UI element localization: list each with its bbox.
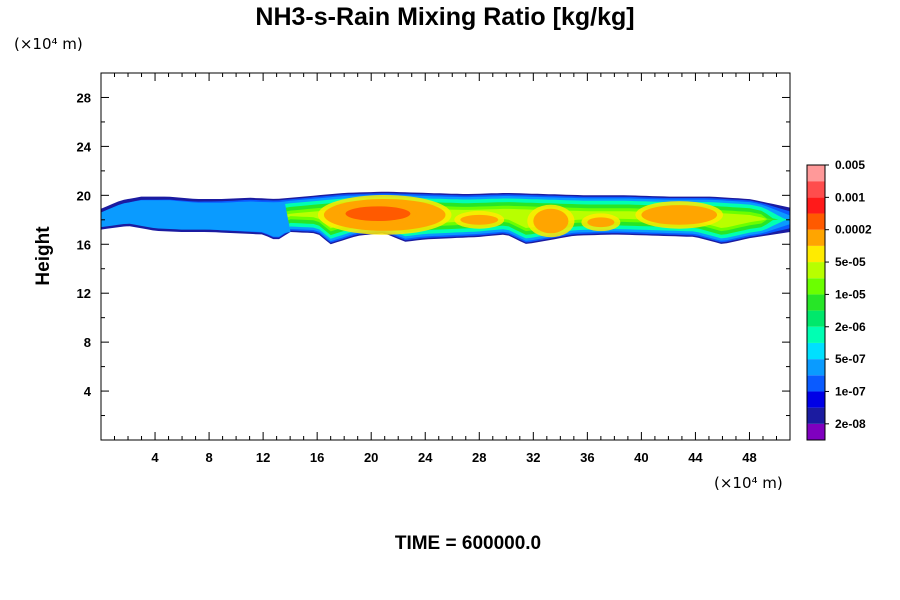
time-label: TIME = 600000.0 [395, 533, 541, 554]
x-tick-label: 48 [742, 450, 756, 465]
x-axis-unit-label: (×10⁴ m) [714, 474, 783, 492]
field-feature [533, 208, 569, 234]
colorbar-label: 2e-06 [835, 320, 866, 334]
x-tick-label: 16 [310, 450, 324, 465]
colorbar-swatch [807, 165, 825, 182]
x-tick-label: 20 [364, 450, 378, 465]
mixing-ratio-field [101, 191, 790, 245]
colorbar-label: 0.005 [835, 158, 865, 172]
colorbar-swatch [807, 342, 825, 360]
colorbar-label: 5e-05 [835, 255, 866, 269]
y-tick-label: 20 [77, 188, 91, 203]
field-feature [460, 214, 499, 225]
x-tick-label: 24 [418, 450, 433, 465]
x-tick-label: 32 [526, 450, 540, 465]
y-axis-label: Height [33, 226, 54, 286]
chart-title: NH3-s-Rain Mixing Ratio [kg/kg] [255, 3, 634, 31]
colorbar-label: 2e-08 [835, 417, 866, 431]
x-tick-label: 4 [151, 450, 159, 465]
field-feature [345, 206, 411, 222]
field-feature [587, 217, 615, 228]
colorbar-label: 1e-07 [835, 384, 866, 398]
y-tick-label: 28 [77, 90, 91, 105]
y-tick-label: 12 [77, 286, 91, 301]
colorbar-swatch [807, 407, 825, 424]
colorbar-swatch [807, 245, 825, 263]
x-tick-label: 12 [256, 450, 270, 465]
y-tick-label: 16 [77, 237, 91, 252]
x-tick-label: 36 [580, 450, 594, 465]
colorbar-swatch [807, 197, 825, 214]
colorbar-swatch [807, 423, 825, 440]
colorbar-swatch [807, 262, 825, 279]
y-tick-label: 24 [77, 139, 92, 154]
field-contour [101, 200, 790, 245]
colorbar-swatch [807, 375, 825, 392]
colorbar-swatch [807, 278, 825, 295]
y-tick-label: 4 [84, 384, 92, 399]
colorbar-swatch [807, 326, 825, 343]
y-axis-ticks: 4 8 12 16 20 24 28 [77, 90, 790, 417]
y-tick-label: 8 [84, 335, 91, 350]
colorbar-swatch [807, 229, 825, 246]
colorbar-frame [806, 164, 826, 441]
colorbar-swatch [807, 181, 825, 198]
colorbar-swatch [807, 359, 825, 376]
colorbar: 2e-08 1e-07 5e-07 2e-06 1e-05 5e-05 0.0002 0.00… [806, 158, 872, 441]
colorbar-label: 5e-07 [835, 352, 866, 366]
x-tick-label: 28 [472, 450, 486, 465]
plot-frame [100, 72, 791, 441]
x-tick-label: 8 [205, 450, 212, 465]
colorbar-label: 0.001 [835, 190, 865, 204]
plot-background [101, 73, 790, 440]
y-axis-unit-label: (×10⁴ m) [14, 35, 83, 53]
colorbar-swatch [807, 391, 825, 408]
colorbar-label: 0.0002 [835, 223, 872, 237]
x-axis-ticks: 4 8 12 16 20 24 28 32 36 40 44 48 [114, 73, 777, 465]
field-feature [641, 205, 718, 225]
colorbar-swatch [807, 213, 825, 230]
colorbar-swatch [807, 310, 825, 327]
x-tick-label: 44 [688, 450, 703, 465]
colorbar-label: 1e-05 [835, 287, 866, 301]
colorbar-swatch [807, 294, 825, 311]
x-tick-label: 40 [634, 450, 648, 465]
